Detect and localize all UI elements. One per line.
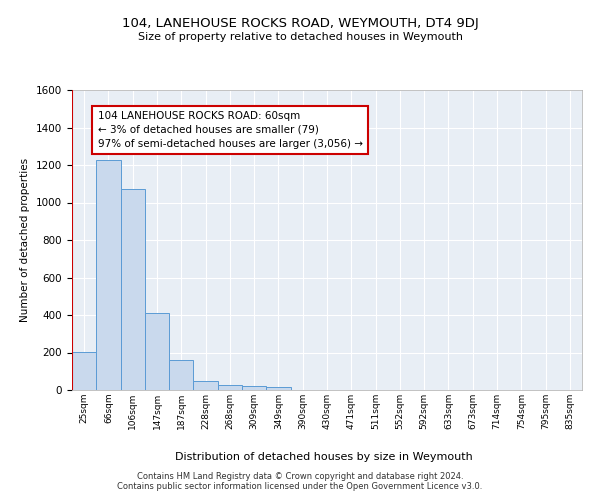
Text: Size of property relative to detached houses in Weymouth: Size of property relative to detached ho… [137, 32, 463, 42]
Bar [169, 360, 193, 390]
Text: 104, LANEHOUSE ROCKS ROAD, WEYMOUTH, DT4 9DJ: 104, LANEHOUSE ROCKS ROAD, WEYMOUTH, DT4… [122, 18, 478, 30]
Bar [266, 387, 290, 390]
Bar [218, 385, 242, 390]
Bar [72, 352, 96, 390]
Bar [193, 381, 218, 390]
Text: Contains public sector information licensed under the Open Government Licence v3: Contains public sector information licen… [118, 482, 482, 491]
Bar [96, 160, 121, 390]
Bar [242, 386, 266, 390]
Bar [145, 313, 169, 390]
Text: Contains HM Land Registry data © Crown copyright and database right 2024.: Contains HM Land Registry data © Crown c… [137, 472, 463, 481]
Text: 104 LANEHOUSE ROCKS ROAD: 60sqm
← 3% of detached houses are smaller (79)
97% of : 104 LANEHOUSE ROCKS ROAD: 60sqm ← 3% of … [97, 111, 362, 149]
Text: Distribution of detached houses by size in Weymouth: Distribution of detached houses by size … [175, 452, 473, 462]
Y-axis label: Number of detached properties: Number of detached properties [20, 158, 31, 322]
Bar [121, 190, 145, 390]
